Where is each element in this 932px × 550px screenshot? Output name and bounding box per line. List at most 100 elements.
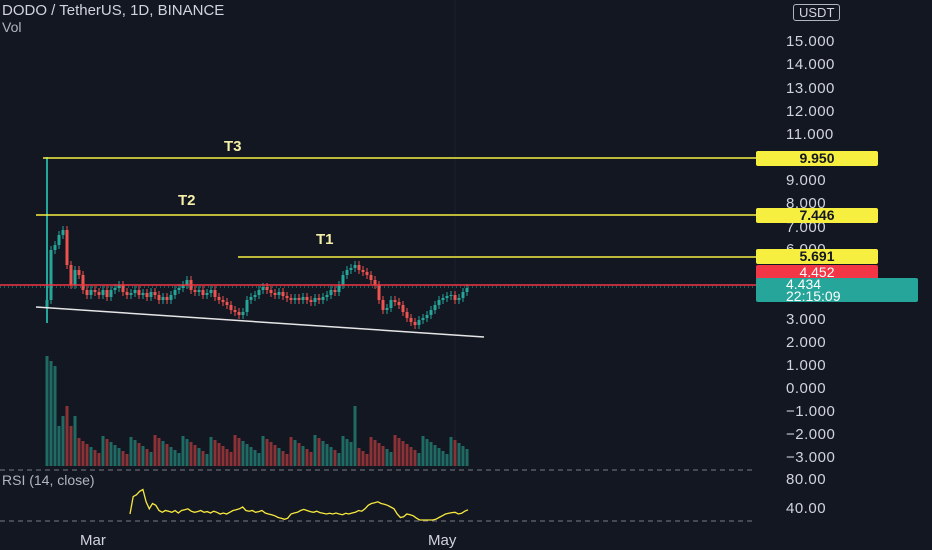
symbol-title[interactable]: DODO / TetherUS, 1D, BINANCE	[2, 2, 225, 19]
price-axis-label: 15.000	[786, 33, 835, 50]
volume-bar	[393, 435, 397, 466]
candle-body	[261, 287, 265, 290]
volume-bar	[229, 452, 233, 466]
volume-bar	[277, 448, 281, 466]
candle-body	[149, 292, 153, 297]
volume-bar	[209, 437, 213, 466]
candle-body	[73, 270, 77, 285]
volume-bar	[157, 438, 161, 466]
candle-body	[113, 288, 117, 290]
candle-body	[397, 302, 401, 305]
candle-body	[49, 250, 53, 300]
candle-body	[137, 290, 141, 295]
volume-bar	[61, 416, 65, 466]
candle-body	[201, 290, 205, 295]
candle-body	[285, 296, 289, 298]
volume-bar	[133, 440, 137, 466]
chart-legend[interactable]: DODO / TetherUS, 1D, BINANCE Vol	[2, 2, 225, 36]
volume-bar	[341, 436, 345, 466]
volume-bar	[161, 441, 165, 466]
support-trendline[interactable]	[35, 306, 485, 338]
volume-bar	[193, 445, 197, 466]
candle-body	[269, 290, 273, 293]
candle-body	[217, 297, 221, 300]
candle-body	[461, 292, 465, 298]
candle-body	[417, 320, 421, 325]
volume-bar	[377, 443, 381, 466]
candle-body	[345, 270, 349, 275]
volume-bar	[349, 442, 353, 466]
volume-bar	[421, 436, 425, 466]
volume-bar	[297, 443, 301, 466]
volume-bar	[145, 449, 149, 466]
candle-body	[361, 270, 365, 272]
time-axis-label: May	[428, 532, 457, 549]
candle-body	[225, 302, 229, 305]
volume-bar	[253, 450, 257, 466]
candle-body	[125, 292, 129, 295]
last-price-tag[interactable]: 4.434 22:15:09	[756, 277, 918, 304]
volume-bar	[301, 446, 305, 466]
candle-body	[173, 290, 177, 295]
candle-body	[133, 290, 137, 293]
candle-body	[237, 312, 241, 315]
volume-bar	[357, 448, 361, 466]
candle-body	[373, 280, 377, 285]
volume-bar	[181, 436, 185, 466]
volume-bars	[45, 356, 469, 466]
target-price-tag-t3[interactable]: 9.950	[756, 151, 878, 166]
volume-bar	[261, 436, 265, 466]
candle-body	[205, 293, 209, 295]
price-axis-label: 2.000	[786, 334, 827, 351]
volume-bar	[117, 448, 121, 466]
candle-body	[405, 312, 409, 318]
volume-bar	[461, 446, 465, 466]
price-axis-label: 0.000	[786, 380, 827, 397]
price-axis-label: 13.000	[786, 80, 835, 97]
bar-countdown: 22:15:09	[786, 288, 841, 304]
volume-bar	[353, 406, 357, 466]
candle-body	[233, 310, 237, 312]
volume-bar	[373, 440, 377, 466]
candle-body	[357, 265, 361, 270]
volume-bar	[329, 447, 333, 466]
target-price-tag-t2[interactable]: 7.446	[756, 208, 878, 223]
candle-body	[337, 285, 341, 292]
volume-bar	[245, 444, 249, 466]
candle-body	[465, 288, 469, 292]
volume-bar	[189, 442, 193, 466]
volume-bar	[285, 454, 289, 466]
candle-body	[309, 300, 313, 302]
volume-bar	[153, 435, 157, 466]
resistance-price-tag[interactable]: 4.452	[756, 265, 878, 280]
volume-bar	[441, 451, 445, 466]
volume-bar	[105, 439, 109, 466]
candle-body	[365, 272, 369, 275]
volume-bar	[185, 439, 189, 466]
volume-bar	[85, 444, 89, 466]
volume-bar	[81, 441, 85, 466]
rsi-legend[interactable]: RSI (14, close)	[2, 472, 95, 488]
volume-bar	[65, 406, 69, 466]
candle-body	[61, 230, 65, 235]
volume-bar	[417, 453, 421, 466]
target-price-tag-t1[interactable]: 5.691	[756, 249, 878, 264]
candle-body	[185, 280, 189, 285]
candle-body	[393, 300, 397, 302]
volume-bar	[309, 452, 313, 466]
volume-bar	[293, 440, 297, 466]
candle-body	[389, 300, 393, 308]
volume-bar	[289, 437, 293, 466]
volume-bar	[137, 443, 141, 466]
price-axis-label: 11.000	[786, 126, 834, 143]
candle-body	[229, 305, 233, 310]
volume-bar	[369, 437, 373, 466]
candle-body	[85, 290, 89, 295]
currency-button[interactable]: USDT	[793, 4, 841, 21]
candle-body	[385, 308, 389, 310]
volume-bar	[109, 442, 113, 466]
volume-bar	[101, 436, 105, 466]
candle-body	[209, 290, 213, 293]
candle-body	[105, 290, 109, 297]
